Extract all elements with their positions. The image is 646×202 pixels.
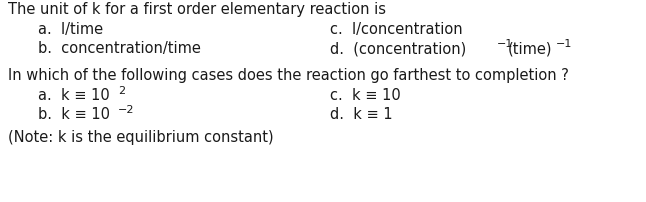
Text: b.  concentration/time: b. concentration/time — [38, 41, 201, 56]
Text: −1: −1 — [497, 39, 514, 49]
Text: c.  k ≡ 10: c. k ≡ 10 — [330, 88, 401, 103]
Text: 2: 2 — [118, 86, 125, 96]
Text: −2: −2 — [118, 105, 134, 115]
Text: (time): (time) — [508, 41, 552, 56]
Text: b.  k ≡ 10: b. k ≡ 10 — [38, 107, 110, 122]
Text: −1: −1 — [556, 39, 572, 49]
Text: The unit of k for a first order elementary reaction is: The unit of k for a first order elementa… — [8, 2, 386, 17]
Text: (Note: k is the equilibrium constant): (Note: k is the equilibrium constant) — [8, 130, 274, 145]
Text: c.  l/concentration: c. l/concentration — [330, 22, 463, 37]
Text: d.  k ≡ 1: d. k ≡ 1 — [330, 107, 393, 122]
Text: a.  l/time: a. l/time — [38, 22, 103, 37]
Text: a.  k ≡ 10: a. k ≡ 10 — [38, 88, 110, 103]
Text: d.  (concentration): d. (concentration) — [330, 41, 466, 56]
Text: In which of the following cases does the reaction go farthest to completion ?: In which of the following cases does the… — [8, 68, 569, 83]
